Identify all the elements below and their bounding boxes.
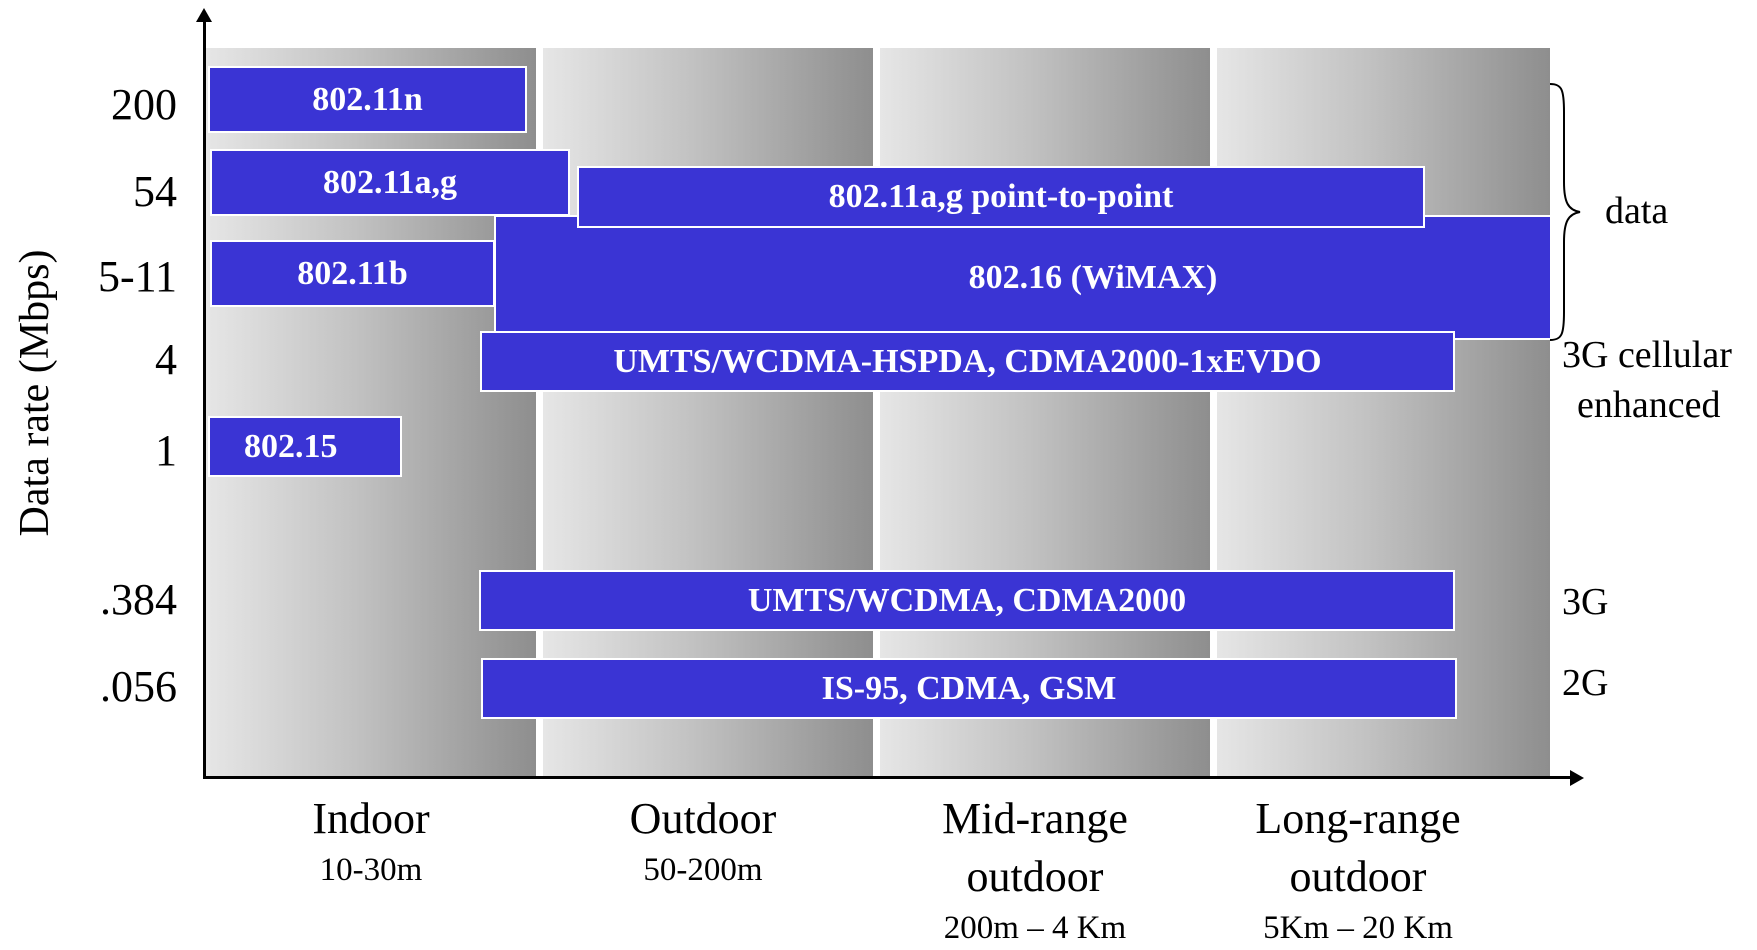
x-category-long-range-outdoor: Long-range outdoor 5Km – 20 Km bbox=[1193, 790, 1523, 950]
x-category-name: Outdoor bbox=[629, 794, 777, 843]
x-category-range: 200m – 4 Km bbox=[943, 910, 1127, 946]
right-label-3g-cellular: 3G cellular bbox=[1562, 334, 1732, 376]
bar-802-11b: 802.11b bbox=[210, 240, 495, 307]
y-tick-label: .384 bbox=[100, 575, 177, 624]
y-tick-label: 54 bbox=[133, 167, 177, 216]
x-category-name-line2: outdoor bbox=[1289, 852, 1427, 901]
right-label-2g: 2G bbox=[1562, 662, 1609, 704]
bar-umts-hspda-evdo: UMTS/WCDMA-HSPDA, CDMA2000-1xEVDO bbox=[480, 331, 1455, 392]
y-tick-label: 5-11 bbox=[97, 252, 177, 301]
bar-is95-cdma-gsm: IS-95, CDMA, GSM bbox=[481, 658, 1457, 719]
x-category-indoor: Indoor 10-30m bbox=[206, 790, 536, 892]
x-category-range: 10-30m bbox=[319, 852, 423, 888]
x-axis-arrow-icon bbox=[1570, 770, 1584, 786]
y-axis-arrow-icon bbox=[196, 8, 212, 22]
x-category-range: 5Km – 20 Km bbox=[1263, 910, 1453, 946]
x-axis-line bbox=[203, 776, 1577, 779]
bar-802-11n: 802.11n bbox=[208, 66, 527, 133]
right-label-3g: 3G bbox=[1562, 581, 1609, 623]
y-tick-label: .056 bbox=[100, 662, 177, 711]
right-label-enhanced: enhanced bbox=[1577, 384, 1721, 426]
bar-802-15: 802.15 bbox=[208, 416, 402, 477]
x-category-name-line1: Mid-range bbox=[942, 794, 1128, 843]
bar-umts-cdma2000: UMTS/WCDMA, CDMA2000 bbox=[479, 570, 1455, 631]
y-tick-label: 4 bbox=[155, 335, 177, 384]
y-axis-label: Data rate (Mbps) bbox=[12, 249, 58, 537]
x-category-name-line2: outdoor bbox=[966, 852, 1104, 901]
y-axis-line bbox=[203, 16, 206, 779]
x-category-name-line1: Long-range bbox=[1255, 794, 1461, 843]
y-tick-label: 1 bbox=[155, 426, 177, 475]
x-category-mid-range-outdoor: Mid-range outdoor 200m – 4 Km bbox=[870, 790, 1200, 950]
right-label-data: data bbox=[1605, 190, 1669, 232]
x-category-name: Indoor bbox=[312, 794, 430, 843]
y-tick-label: 200 bbox=[111, 80, 177, 129]
x-category-range: 50-200m bbox=[643, 852, 763, 888]
bar-802-16-wimax: 802.16 (WiMAX) bbox=[494, 215, 1552, 340]
x-category-outdoor: Outdoor 50-200m bbox=[538, 790, 868, 892]
data-brace-icon bbox=[1549, 83, 1581, 341]
bar-802-11ag-point-to-point: 802.11a,g point-to-point bbox=[577, 166, 1425, 228]
bar-802-11ag: 802.11a,g bbox=[210, 149, 570, 216]
